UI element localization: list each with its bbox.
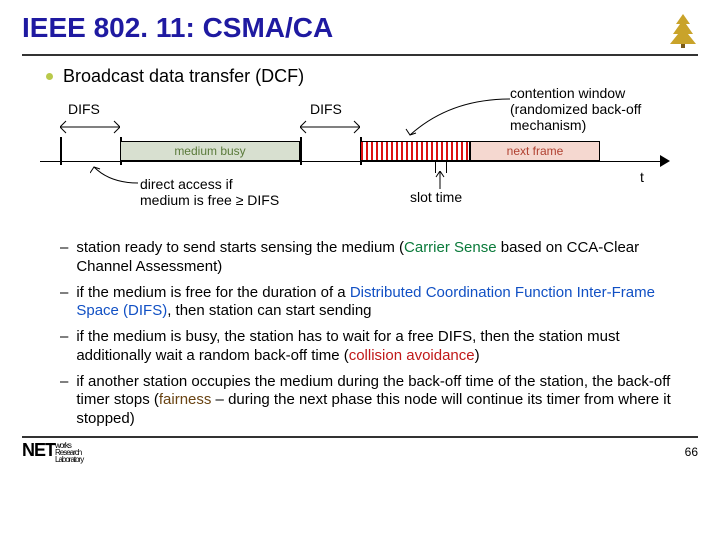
- axis-arrow-icon: [660, 155, 670, 167]
- difs2-label: DIFS: [310, 101, 342, 117]
- footer-logo-sub: worksResearchLaboratory: [55, 442, 83, 464]
- t-label: t: [640, 169, 644, 185]
- timing-diagram: DIFS medium busy DIFS next frame t conte…: [40, 91, 680, 231]
- bullet-text: station ready to send starts sensing the…: [76, 239, 690, 277]
- bullet-dash-icon: –: [60, 239, 68, 277]
- tick: [300, 137, 302, 165]
- tree-logo-icon: [668, 12, 698, 48]
- difs1-interval-icon: [60, 119, 120, 135]
- contention-label: contention window (randomized back-off m…: [510, 85, 680, 133]
- bullet-dot-icon: [46, 73, 53, 80]
- time-axis: [40, 161, 660, 162]
- tick: [60, 137, 62, 165]
- medium-busy-box: medium busy: [120, 141, 300, 161]
- bullet-dash-icon: –: [60, 373, 68, 429]
- next-frame-box: next frame: [470, 141, 600, 161]
- page-number: 66: [685, 445, 698, 459]
- page-title: IEEE 802. 11: CSMA/CA: [22, 12, 668, 44]
- bullet-text: if the medium is busy, the station has t…: [76, 328, 690, 366]
- contention-window-box: [360, 141, 470, 161]
- contention-label-line: contention window: [510, 85, 680, 101]
- footer-logo: NETworksResearchLaboratory: [22, 440, 83, 464]
- footer-logo-text: NET: [22, 440, 55, 460]
- slot-time-label: slot time: [410, 189, 462, 205]
- bullet-item: –if another station occupies the medium …: [60, 373, 690, 429]
- contention-label-line: (randomized back-off: [510, 101, 680, 117]
- direct-access-line: medium is free ≥ DIFS: [140, 192, 279, 208]
- bullet-text: if the medium is free for the duration o…: [76, 284, 690, 322]
- main-bullet-text: Broadcast data transfer (DCF): [63, 66, 304, 87]
- bottom-divider: [22, 436, 698, 438]
- bullet-dash-icon: –: [60, 284, 68, 322]
- difs2-interval-icon: [300, 119, 360, 135]
- direct-access-pointer-icon: [90, 165, 140, 187]
- difs1-label: DIFS: [68, 101, 100, 117]
- emphasis: collision avoidance: [349, 347, 475, 364]
- bullet-item: –station ready to send starts sensing th…: [60, 239, 690, 277]
- bullet-item: –if the medium is free for the duration …: [60, 284, 690, 322]
- direct-access-line: direct access if: [140, 176, 279, 192]
- bullet-item: –if the medium is busy, the station has …: [60, 328, 690, 366]
- direct-access-label: direct access if medium is free ≥ DIFS: [140, 176, 279, 208]
- contention-label-line: mechanism): [510, 117, 680, 133]
- main-bullet: Broadcast data transfer (DCF): [46, 66, 698, 87]
- emphasis: Distributed Coordination Function Inter-…: [76, 284, 655, 320]
- bullet-dash-icon: –: [60, 328, 68, 366]
- emphasis: Carrier Sense: [404, 239, 497, 256]
- bullet-list: –station ready to send starts sensing th…: [60, 239, 690, 429]
- contention-pointer-icon: [390, 91, 520, 141]
- top-divider: [22, 54, 698, 56]
- bullet-text: if another station occupies the medium d…: [76, 373, 690, 429]
- slot-time-pointer-icon: [435, 171, 455, 191]
- emphasis: fairness: [159, 391, 212, 408]
